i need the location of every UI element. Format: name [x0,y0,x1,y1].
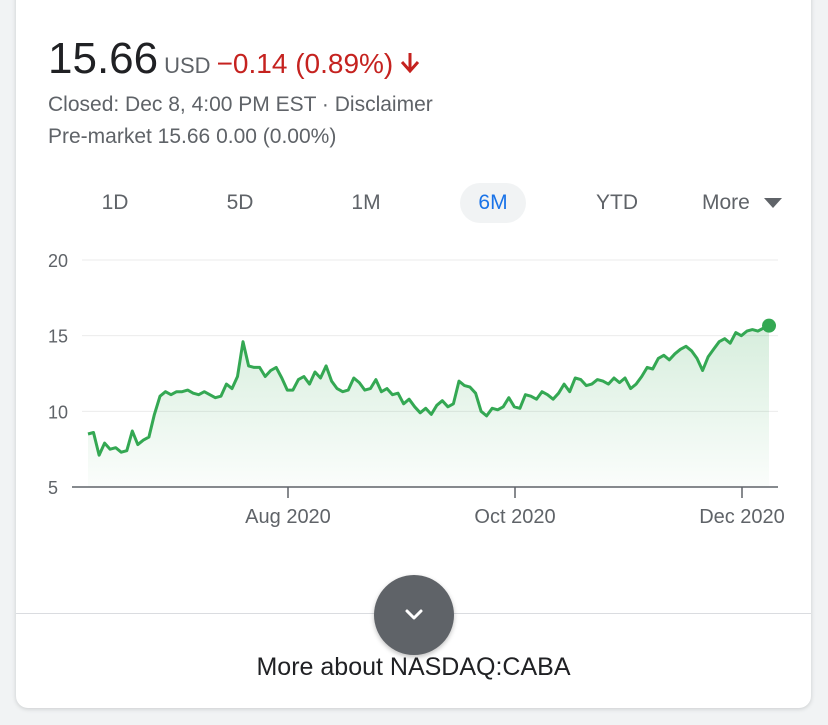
disclaimer-link[interactable]: Disclaimer [334,93,433,116]
y-tick-label: 5 [48,478,58,498]
tab-ytd[interactable]: YTD [596,191,638,214]
chevron-down-icon [405,609,423,620]
closed-info: Closed: Dec 8, 4:00 PM EST [48,93,317,116]
caret-down-icon [763,198,782,209]
y-tick-label: 20 [48,251,68,271]
tab-more-label: More [702,191,750,214]
x-tick-label: Oct 2020 [474,506,555,528]
price-row: 15.66 USD −0.14 (0.89%) [48,34,423,84]
separator-dot: · [316,93,335,116]
expand-button[interactable] [374,575,454,655]
y-tick-label: 15 [48,327,68,347]
tab-more[interactable]: More [702,183,782,223]
price-chart[interactable]: 20 15 10 5 Aug 2020 Oct 2020 Dec 2020 [16,240,811,540]
range-tabs: 1D 5D 1M 6M YTD More [32,183,792,227]
currency-label: USD [164,53,211,78]
closed-info-row: Closed: Dec 8, 4:00 PM EST · Disclaimer [48,93,433,117]
last-price-dot [762,318,776,333]
premarket-info: Pre-market 15.66 0.00 (0.00%) [48,125,337,148]
price-area [88,325,769,487]
stock-quote-card: 15.66 USD −0.14 (0.89%) Closed: Dec 8, 4:0… [16,0,811,708]
more-about-link[interactable]: More about NASDAQ:CABA [256,653,571,681]
tab-1d[interactable]: 1D [101,191,129,214]
arrow-down-icon [397,49,423,75]
price-change: −0.14 (0.89%) [216,48,394,79]
tab-1m[interactable]: 1M [351,191,381,214]
current-price: 15.66 [48,34,159,83]
tab-5d[interactable]: 5D [226,191,254,214]
x-tick-label: Dec 2020 [699,506,785,528]
price-line [87,324,770,457]
tab-6m[interactable]: 6M [460,183,526,223]
x-tick-label: Aug 2020 [245,506,331,528]
y-tick-label: 10 [48,402,68,422]
